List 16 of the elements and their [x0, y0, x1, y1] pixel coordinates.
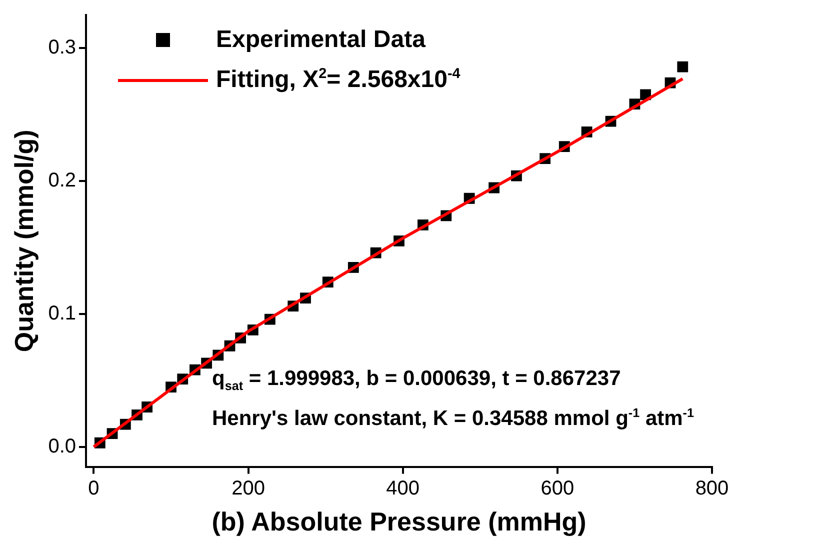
x-tick-label: 600: [540, 477, 574, 500]
x-tick-label: 0: [88, 477, 100, 500]
legend-label: Fitting, X$^{2}$= 2.568x10$^{-4}$: [216, 66, 460, 94]
y-axis-title: Quantity (mmol/g): [8, 130, 39, 352]
x-tick-label: 200: [232, 477, 265, 500]
x-tick-label: 400: [386, 477, 420, 500]
annotation: q$_{sat}$ = 1.999983, b = 0.000639, t = 0.867237: [212, 366, 622, 396]
legend-label: Experimental Data: [216, 26, 426, 54]
y-tick-label: 0.0: [48, 435, 76, 458]
y-tick-label: 0.2: [48, 170, 76, 192]
annotation: Henry's law constant, K = 0.34588 mmol g$^{-1}$ atm$^{-1}$: [212, 405, 694, 430]
x-axis-title: (b) Absolute Pressure (mmHg): [212, 506, 586, 537]
y-tick-label: 0.1: [48, 302, 76, 324]
x-tick-label: 800: [695, 477, 729, 500]
y-tick-label: 0.3: [48, 36, 76, 59]
point: [677, 61, 688, 72]
